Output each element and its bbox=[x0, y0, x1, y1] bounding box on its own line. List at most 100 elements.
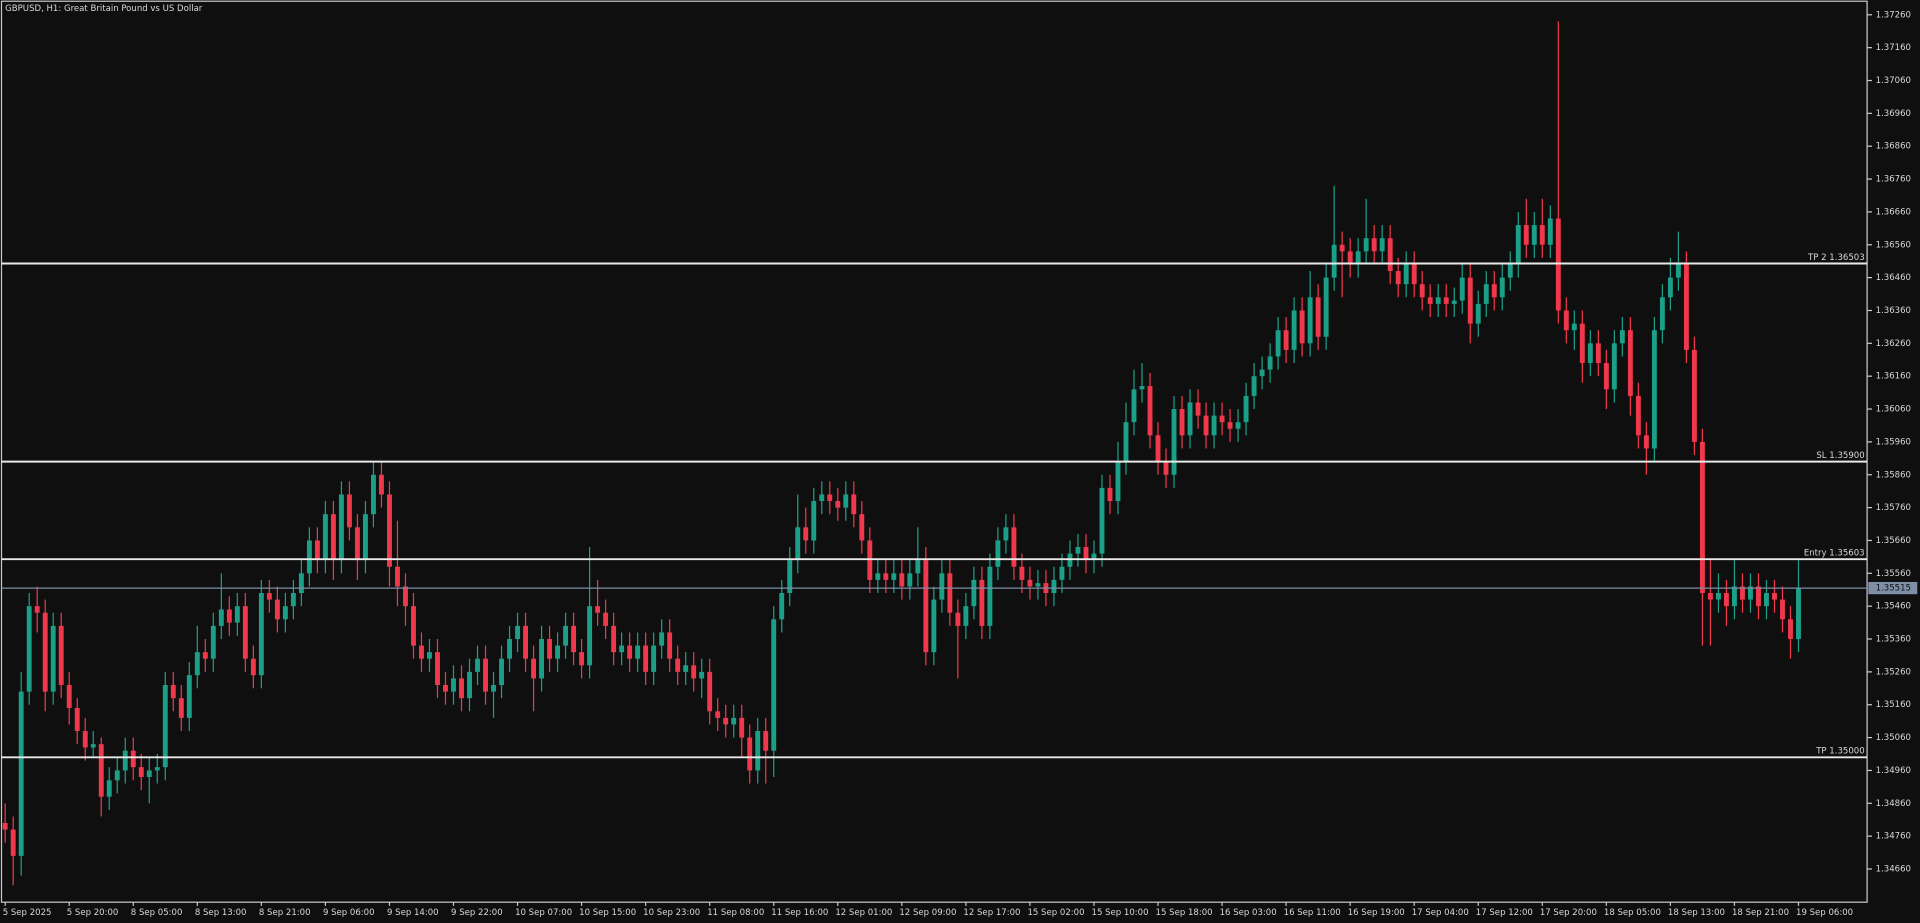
y-tick-label: 1.35760 bbox=[1876, 503, 1911, 513]
candle-body bbox=[1059, 566, 1065, 580]
candle-body bbox=[531, 658, 537, 679]
chart-title: GBPUSD, H1: Great Britain Pound vs US Do… bbox=[5, 4, 203, 14]
candle-body bbox=[1748, 586, 1753, 600]
candle-body bbox=[459, 678, 464, 699]
candle-body bbox=[443, 685, 448, 692]
candle-body bbox=[899, 573, 905, 587]
candle-body bbox=[1683, 264, 1689, 350]
candle-body bbox=[314, 540, 320, 561]
y-tick-label: 1.34660 bbox=[1876, 865, 1911, 875]
candle-body bbox=[1780, 599, 1785, 620]
candle-body bbox=[274, 599, 280, 620]
x-tick-label: 8 Sep 21:00 bbox=[259, 908, 311, 918]
candle-body bbox=[787, 560, 793, 594]
candle-body bbox=[835, 501, 841, 508]
level-label: Entry 1.35603 bbox=[1804, 549, 1865, 559]
candle-body bbox=[571, 625, 577, 653]
candle-body bbox=[451, 678, 456, 692]
x-tick-label: 5 Sep 20:00 bbox=[67, 908, 119, 918]
candle-body bbox=[1371, 238, 1377, 252]
candle-body bbox=[979, 579, 985, 626]
candle-body bbox=[218, 609, 224, 626]
candle-body bbox=[1107, 487, 1113, 502]
candle-body bbox=[1788, 619, 1793, 640]
candle-body bbox=[1459, 277, 1465, 301]
candle-body bbox=[723, 717, 729, 725]
candle-body bbox=[403, 586, 408, 607]
candle-body bbox=[819, 494, 825, 502]
x-tick-label: 16 Sep 11:00 bbox=[1284, 908, 1341, 918]
candle-body bbox=[387, 494, 392, 567]
candle-body bbox=[370, 474, 376, 515]
candle-body bbox=[42, 612, 48, 692]
candle-body bbox=[1387, 238, 1393, 272]
y-tick-label: 1.35360 bbox=[1876, 635, 1911, 645]
candle-body bbox=[74, 708, 80, 732]
y-tick-label: 1.35560 bbox=[1876, 569, 1911, 579]
candle-body bbox=[731, 717, 737, 725]
y-tick-label: 1.35460 bbox=[1876, 602, 1911, 612]
candle-body bbox=[395, 566, 400, 587]
current-price-label: 1.35515 bbox=[1876, 584, 1911, 594]
candle-body bbox=[1563, 310, 1569, 331]
x-tick-label: 12 Sep 17:00 bbox=[963, 908, 1020, 918]
candle-body bbox=[1547, 218, 1553, 245]
x-tick-label: 8 Sep 05:00 bbox=[131, 908, 183, 918]
x-tick-label: 10 Sep 23:00 bbox=[643, 908, 700, 918]
candle-body bbox=[699, 671, 705, 679]
candle-body bbox=[659, 632, 665, 646]
candle-body bbox=[859, 514, 865, 541]
candle-body bbox=[995, 540, 1001, 567]
candle-body bbox=[1363, 238, 1369, 252]
candle-body bbox=[98, 744, 104, 797]
candle-body bbox=[122, 750, 128, 771]
candle-body bbox=[1411, 264, 1417, 285]
candle-body bbox=[1579, 323, 1585, 364]
candle-body bbox=[1339, 244, 1345, 252]
candle-body bbox=[66, 685, 72, 709]
plot-frame bbox=[0, 0, 1868, 903]
candle-body bbox=[1219, 415, 1225, 423]
candle-body bbox=[1764, 593, 1769, 607]
current-price-box bbox=[1868, 581, 1918, 595]
candle-body bbox=[971, 579, 977, 607]
candle-body bbox=[1595, 343, 1601, 364]
candle-body bbox=[907, 573, 913, 587]
candle-body bbox=[491, 685, 496, 692]
candle-body bbox=[1427, 297, 1433, 304]
candle-body bbox=[515, 625, 520, 640]
candle-body bbox=[1347, 251, 1353, 265]
x-tick-label: 19 Sep 06:00 bbox=[1796, 908, 1853, 918]
x-tick-label: 18 Sep 21:00 bbox=[1732, 908, 1789, 918]
candle-body bbox=[138, 767, 144, 778]
candle-body bbox=[1651, 330, 1657, 449]
candle-body bbox=[1019, 566, 1025, 580]
candle-body bbox=[547, 639, 553, 659]
candle-body bbox=[1251, 376, 1257, 396]
x-tick-label: 17 Sep 12:00 bbox=[1476, 908, 1533, 918]
candle-body bbox=[915, 560, 921, 574]
x-tick-label: 17 Sep 04:00 bbox=[1412, 908, 1469, 918]
candle-body bbox=[1163, 461, 1169, 475]
candle-body bbox=[635, 645, 641, 659]
candle-body bbox=[378, 474, 384, 495]
candle-body bbox=[1171, 409, 1177, 475]
candle-body bbox=[1571, 323, 1577, 331]
candle-body bbox=[298, 573, 304, 594]
candle-body bbox=[1435, 297, 1441, 304]
x-tick-label: 8 Sep 13:00 bbox=[195, 908, 247, 918]
candle-body bbox=[507, 639, 512, 659]
candle-body bbox=[627, 645, 633, 659]
candle-body bbox=[1067, 553, 1073, 567]
candle-body bbox=[1091, 553, 1097, 561]
y-tick-label: 1.36460 bbox=[1876, 273, 1911, 283]
candle-body bbox=[587, 606, 593, 666]
candle-body bbox=[1611, 343, 1617, 390]
candle-body bbox=[1187, 402, 1193, 436]
x-tick-label: 15 Sep 10:00 bbox=[1092, 908, 1149, 918]
candle-body bbox=[1075, 547, 1081, 554]
candle-body bbox=[539, 639, 545, 679]
candle-body bbox=[667, 632, 673, 659]
candle-body bbox=[603, 612, 609, 626]
candle-body bbox=[595, 606, 601, 613]
